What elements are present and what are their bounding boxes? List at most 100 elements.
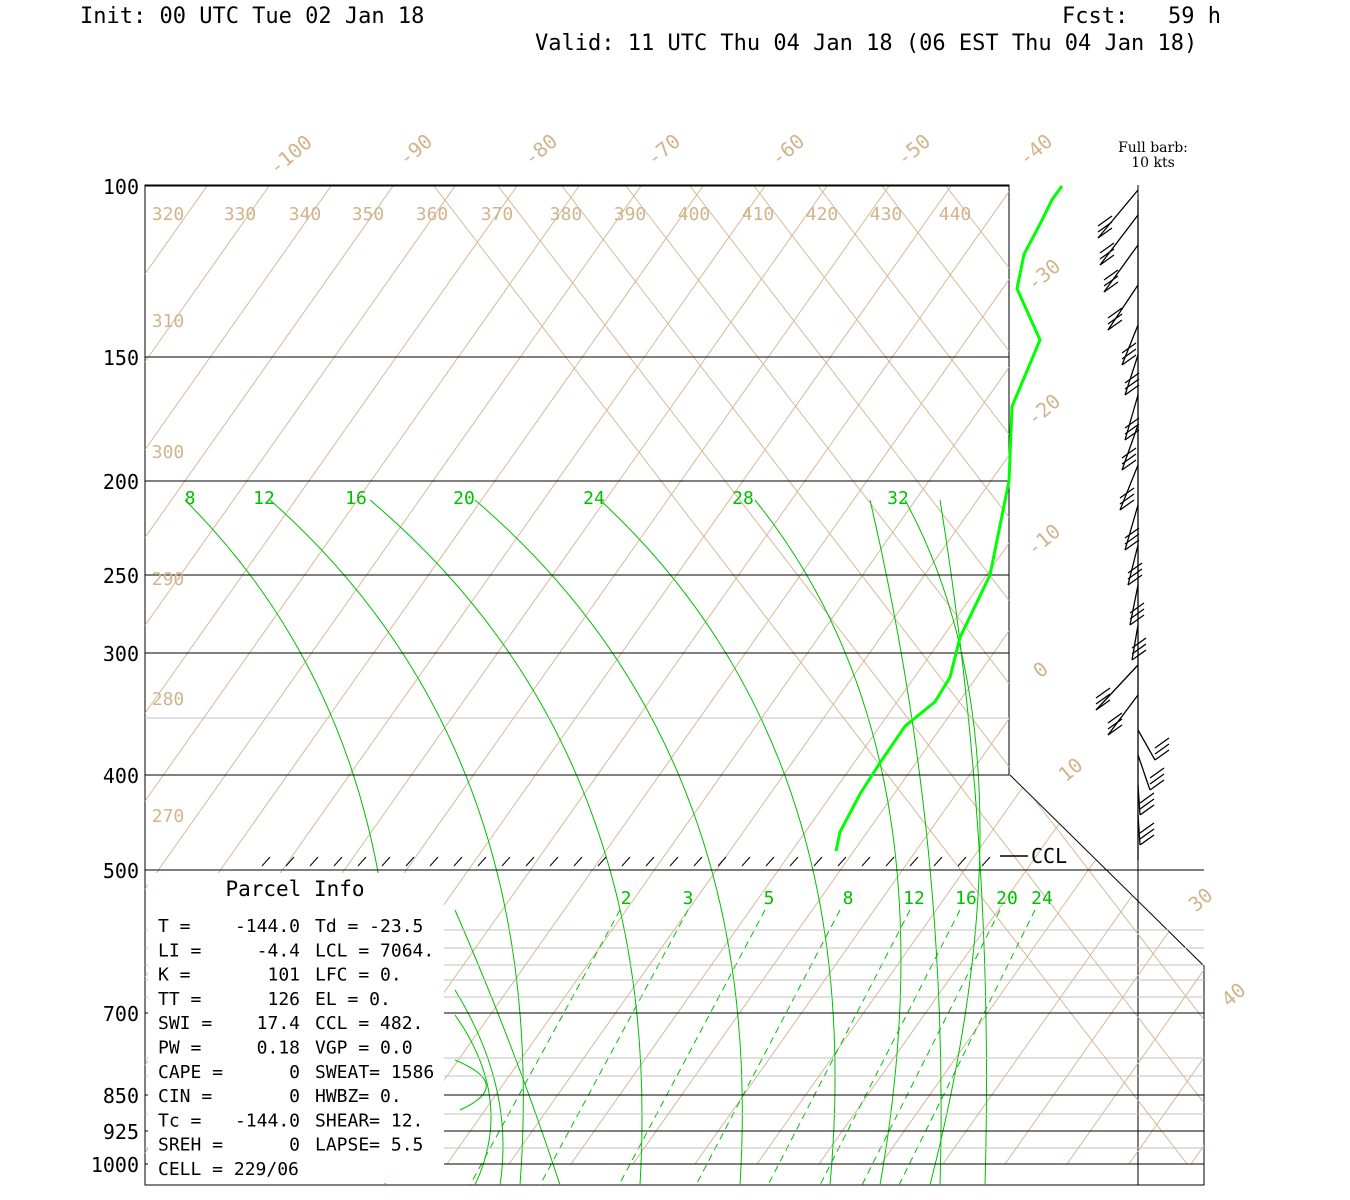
isotherm-line bbox=[1330, 186, 1350, 1164]
pressure-tick-label: 250 bbox=[103, 564, 139, 588]
wind-barb-flag bbox=[1095, 687, 1111, 699]
mixing-ratio-line bbox=[861, 909, 1001, 1186]
wind-barb-flag bbox=[1124, 539, 1140, 551]
temperature-tick-label: 40 bbox=[1217, 978, 1251, 1012]
ccl-label: CCL bbox=[1031, 844, 1067, 868]
parcel-param-value: 126 bbox=[267, 989, 300, 1010]
freezing-hatch bbox=[549, 856, 559, 867]
wind-barb bbox=[1124, 354, 1139, 396]
mixing-ratio-lines bbox=[469, 909, 1036, 1186]
parcel-param-value: -144.0 bbox=[235, 1110, 300, 1131]
theta-label: 290 bbox=[152, 569, 185, 590]
wind-key-units: 10 kts bbox=[1131, 155, 1175, 171]
parcel-param-value: 0 bbox=[289, 1135, 300, 1156]
theta-e-label: 28 bbox=[732, 488, 754, 509]
parcel-param-value: -4.4 bbox=[257, 940, 300, 961]
pressure-tick-label: 150 bbox=[103, 346, 139, 370]
wind-barb-flag bbox=[1139, 798, 1155, 810]
theta-e-label: 24 bbox=[583, 488, 605, 509]
moist-adiabat-line bbox=[599, 499, 836, 1185]
wind-barb-flag bbox=[1124, 533, 1140, 545]
temperature-tick-label: -90 bbox=[394, 129, 437, 171]
wind-barb-flag bbox=[1097, 215, 1113, 227]
parcel-param-right: Td = -23.5 bbox=[315, 916, 423, 937]
wind-barb bbox=[1097, 189, 1139, 239]
isotherm-line bbox=[561, 186, 1204, 1165]
dry-adiabat-line bbox=[0, 186, 21, 1164]
parcel-info-background bbox=[148, 873, 444, 1183]
freezing-hatch bbox=[933, 856, 943, 867]
parcel-param-label: Tc = bbox=[158, 1110, 202, 1131]
temperature-tick-label: 10 bbox=[1054, 753, 1088, 787]
wind-barb-flag bbox=[1099, 254, 1115, 266]
dry-adiabat-line bbox=[942, 186, 1204, 1165]
wind-barb-flag bbox=[1131, 637, 1147, 649]
freezing-hatch bbox=[261, 856, 271, 867]
theta-label: 320 bbox=[152, 204, 185, 225]
moist-adiabat-line bbox=[454, 909, 561, 1185]
lower-plot-border bbox=[144, 774, 1205, 1186]
wind-barb-flag bbox=[1119, 493, 1135, 505]
wind-barb bbox=[1103, 244, 1139, 293]
mixing-ratio-line bbox=[898, 909, 1036, 1186]
dry-adiabat-line bbox=[756, 186, 1204, 1165]
wind-barb-flag bbox=[1107, 307, 1123, 319]
wind-barb-flag bbox=[1107, 313, 1123, 325]
wind-barb-flag bbox=[1129, 608, 1145, 620]
dry-adiabat-line bbox=[1066, 186, 1204, 1165]
wind-barb-flag bbox=[1107, 712, 1123, 724]
wind-barb-flag bbox=[1129, 602, 1145, 614]
dry-adiabat-line bbox=[145, 186, 270, 1165]
dry-adiabat-line bbox=[0, 186, 83, 1164]
wind-barb-flag bbox=[1129, 614, 1145, 626]
upper-plot-border bbox=[144, 184, 1010, 776]
moist-adiabat-line bbox=[754, 499, 902, 1185]
wind-barb-flag bbox=[1139, 822, 1155, 834]
mixing-ratio-label: 24 bbox=[1031, 888, 1053, 909]
wind-barb-flag bbox=[1154, 749, 1170, 761]
dry-adiabat-line bbox=[145, 186, 332, 1165]
dry-adiabat-line bbox=[1190, 186, 1204, 1165]
dry-adiabat-line bbox=[880, 186, 1204, 1165]
pressure-tick-label: 1000 bbox=[91, 1153, 139, 1177]
freezing-hatch bbox=[405, 856, 415, 867]
parcel-param-right: VGP = 0.0 bbox=[315, 1038, 413, 1059]
wind-barb-flag bbox=[1127, 574, 1143, 586]
wind-barb-flag bbox=[1103, 269, 1119, 281]
wind-barb-flag bbox=[1124, 429, 1140, 441]
pressure-tick-label: 400 bbox=[103, 764, 139, 788]
temperature-tick-label: -70 bbox=[642, 129, 685, 171]
wind-barb-flag bbox=[1139, 792, 1155, 804]
temperature-profile-line bbox=[834, 185, 1064, 852]
mixing-ratio-label: 16 bbox=[955, 888, 977, 909]
wind-key-title: Full barb: bbox=[1118, 140, 1188, 156]
moist-adiabat-line bbox=[869, 499, 942, 1185]
freezing-hatch bbox=[477, 856, 487, 867]
freezing-hatch bbox=[645, 856, 655, 867]
wind-barb-flag bbox=[1097, 227, 1113, 239]
freezing-hatch bbox=[333, 856, 343, 867]
freezing-hatch bbox=[813, 856, 823, 867]
wind-barb-flag bbox=[1099, 242, 1115, 254]
freezing-hatch bbox=[309, 856, 319, 867]
wind-barb-flag bbox=[1139, 804, 1155, 816]
mixing-ratio-line bbox=[819, 909, 961, 1186]
dry-adiabat-line bbox=[1128, 186, 1204, 1165]
isotherm-line bbox=[817, 186, 1204, 1165]
wind-barb-flag bbox=[1121, 453, 1137, 465]
moist-adiabat-line bbox=[454, 989, 504, 1185]
freezing-hatch bbox=[861, 856, 871, 867]
parcel-param-label: PW = bbox=[158, 1038, 202, 1059]
parcel-param-value: 17.4 bbox=[257, 1013, 300, 1034]
moist-adiabat-line bbox=[454, 1059, 487, 1111]
wind-barb bbox=[1137, 729, 1156, 761]
freezing-hatch bbox=[621, 856, 631, 867]
moist-adiabat-line bbox=[904, 499, 981, 1185]
freezing-hatch bbox=[669, 856, 679, 867]
wind-barb-flag bbox=[1121, 348, 1137, 360]
moist-adiabat-line bbox=[939, 499, 988, 1185]
theta-label: 400 bbox=[678, 204, 711, 225]
wind-barb-flag bbox=[1149, 779, 1165, 791]
isotherm-line bbox=[1073, 186, 1204, 1165]
